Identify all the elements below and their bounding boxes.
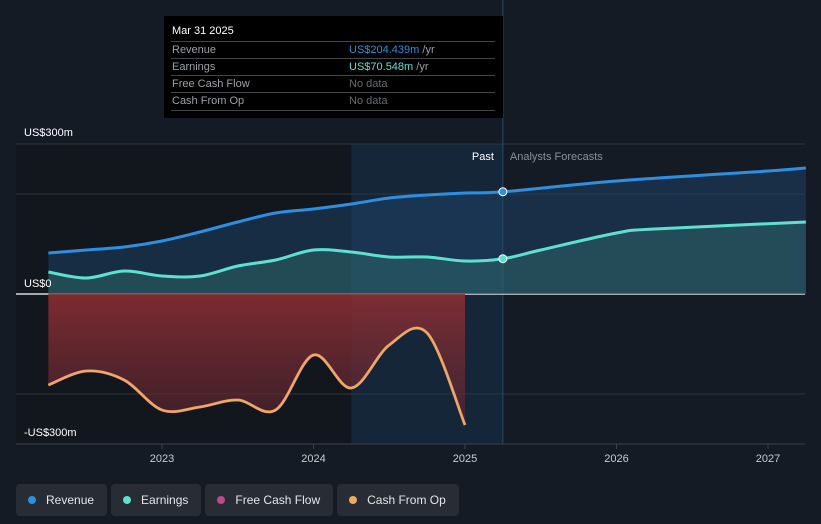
earnings-dot-icon [123,496,132,504]
tooltip-unit: /yr [422,44,435,56]
legend-free-cash-flow[interactable]: Free Cash Flow [205,484,334,516]
legend: Revenue Earnings Free Cash Flow Cash Fro… [16,484,459,516]
revenue-dot-icon [28,496,36,504]
tooltip: Mar 31 2025 Revenue US$204.439m /yr Earn… [164,16,503,118]
past-label: Past [472,151,494,163]
tooltip-label: Earnings [172,61,216,73]
legend-label: Revenue [46,493,95,507]
cfo-dot-icon [349,496,358,504]
chart: US$300m US$0 -US$300m 2023 2024 2025 2026 2027 P… [16,0,806,465]
earnings-line [48,220,806,280]
tooltip-label: Cash From Op [172,95,245,107]
x-tick-label: 2024 [301,453,325,465]
tooltip-date: Mar 31 2025 [172,25,234,37]
legend-label: Cash From Op [367,493,446,507]
tooltip-value: US$70.548m [349,61,414,73]
x-tick-label: 2027 [756,453,780,465]
legend-earnings[interactable]: Earnings [111,484,202,516]
cash-from-op-line [47,326,467,426]
forecast-label: Analysts Forecasts [510,151,603,163]
tooltip-label: Free Cash Flow [172,78,250,90]
revenue-line [48,166,806,255]
revenue-marker [498,187,508,197]
tooltip-value: No data [349,95,388,107]
tooltip-row-cfo: Cash From Op No data [171,92,495,111]
tooltip-unit: /yr [416,61,429,73]
y-tick-label: US$0 [24,278,52,290]
y-tick-label: -US$300m [24,427,77,439]
y-tick-label: US$300m [24,127,73,139]
tooltip-row-fcf: Free Cash Flow No data [171,75,495,93]
tooltip-value: No data [349,78,388,90]
x-tick-label: 2025 [453,453,477,465]
legend-revenue[interactable]: Revenue [16,484,108,516]
x-tick-label: 2026 [604,453,628,465]
earnings-marker [498,254,508,264]
tooltip-value: US$204.439m [349,44,420,56]
tooltip-row-revenue: Revenue US$204.439m /yr [171,41,495,59]
legend-cash-from-op[interactable]: Cash From Op [337,484,459,516]
tooltip-label: Revenue [172,44,217,56]
x-tick-label: 2023 [150,453,174,465]
legend-label: Free Cash Flow [235,493,321,507]
fcf-dot-icon [217,496,226,504]
legend-label: Earnings [141,493,189,507]
tooltip-row-earnings: Earnings US$70.548m /yr [171,58,495,76]
fcf-area [48,294,465,425]
